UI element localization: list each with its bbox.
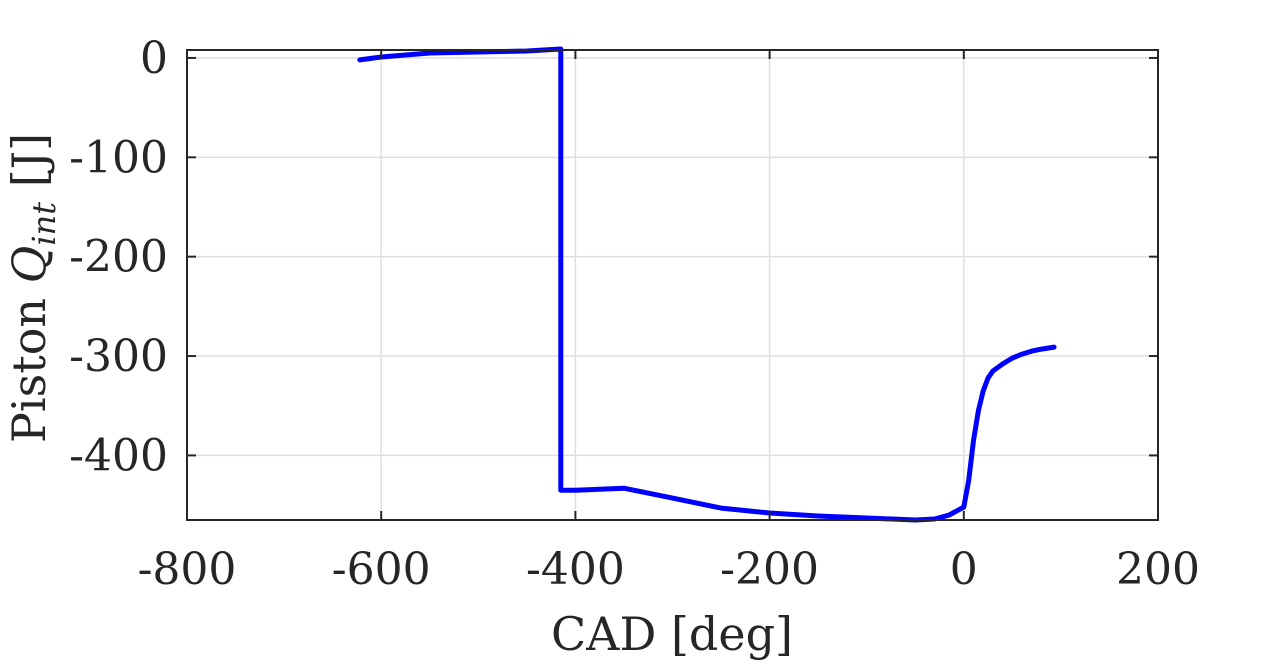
x-axis-label: CAD [deg]	[551, 607, 793, 661]
y-tick-label: -100	[69, 132, 168, 183]
y-axis-label-suffix: [J]	[2, 133, 56, 202]
x-tick-label: -600	[332, 544, 431, 595]
x-tick-label: -800	[138, 544, 237, 595]
y-tick-label: 0	[140, 33, 168, 84]
x-tick-labels: -800 -600 -400 -200 0 200	[138, 544, 1200, 595]
plot-area-frame	[186, 49, 1159, 521]
y-axis-label-prefix: Piston	[2, 283, 56, 443]
x-tick-label: -400	[526, 544, 625, 595]
x-tick-label: 200	[1116, 544, 1200, 595]
tick-marks	[186, 50, 1159, 520]
y-axis-label-subscript: int	[25, 202, 63, 246]
y-axis-label: Piston Qint [J]	[2, 133, 63, 443]
y-tick-label: -200	[69, 232, 168, 283]
y-tick-labels: 0 -100 -200 -300 -400	[69, 33, 168, 481]
series-line	[357, 46, 1057, 523]
y-axis-label-symbol: Q	[2, 246, 56, 284]
y-tick-label: -300	[69, 331, 168, 382]
x-tick-label: 0	[950, 544, 978, 595]
grid	[187, 50, 1158, 520]
x-tick-label: -200	[720, 544, 819, 595]
series-layer	[357, 46, 1057, 523]
y-tick-label: -400	[69, 430, 168, 481]
